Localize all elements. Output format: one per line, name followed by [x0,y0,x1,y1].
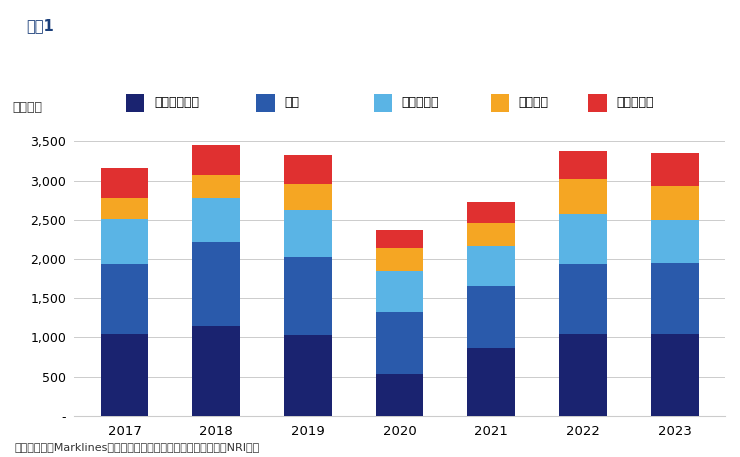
FancyBboxPatch shape [126,94,144,112]
Bar [376,312,423,374]
Text: フィリピン: フィリピン [616,96,654,109]
Bar [101,265,148,334]
Bar [651,334,699,416]
FancyBboxPatch shape [491,94,509,112]
Bar [101,334,148,416]
Bar [284,154,332,185]
Bar [192,145,240,175]
Bar [651,263,699,334]
Bar [651,220,699,263]
Bar [101,219,148,265]
Bar [376,248,423,271]
Bar [192,198,240,242]
Bar [284,185,332,210]
Bar [468,202,515,223]
Text: タイ: タイ [284,96,300,109]
Bar [376,374,423,416]
Text: 図袆1: 図袆1 [27,18,54,33]
Bar [101,168,148,198]
Bar [376,271,423,312]
Bar [468,348,515,416]
FancyBboxPatch shape [374,94,391,112]
Text: マレーシア: マレーシア [402,96,439,109]
Text: 2017～23年のASEAN自動車市場の推移: 2017～23年のASEAN自動車市場の推移 [85,16,346,34]
Bar [559,265,607,334]
Text: （23年は予測）: （23年は予測） [598,19,663,32]
Text: 出所：実績はMarklines、予測は各国自工会などの予測をもとにNRI作成: 出所：実績はMarklines、予測は各国自工会などの予測をもとにNRI作成 [15,441,260,452]
Bar [284,335,332,416]
Bar [468,246,515,287]
Text: （千台）: （千台） [12,101,42,114]
Bar [559,179,607,214]
Bar [559,151,607,179]
Bar [192,242,240,326]
Bar [559,334,607,416]
Bar [559,214,607,265]
Bar [192,326,240,416]
Bar [192,175,240,198]
Bar [284,210,332,257]
Bar [468,287,515,348]
Text: ベトナム: ベトナム [519,96,549,109]
Text: インドネシア: インドネシア [154,96,199,109]
FancyBboxPatch shape [9,6,72,46]
Bar [376,230,423,248]
Bar [284,257,332,335]
FancyBboxPatch shape [256,94,275,112]
Bar [651,186,699,220]
FancyBboxPatch shape [588,94,607,112]
Bar [468,223,515,246]
Bar [651,153,699,186]
Bar [101,198,148,219]
